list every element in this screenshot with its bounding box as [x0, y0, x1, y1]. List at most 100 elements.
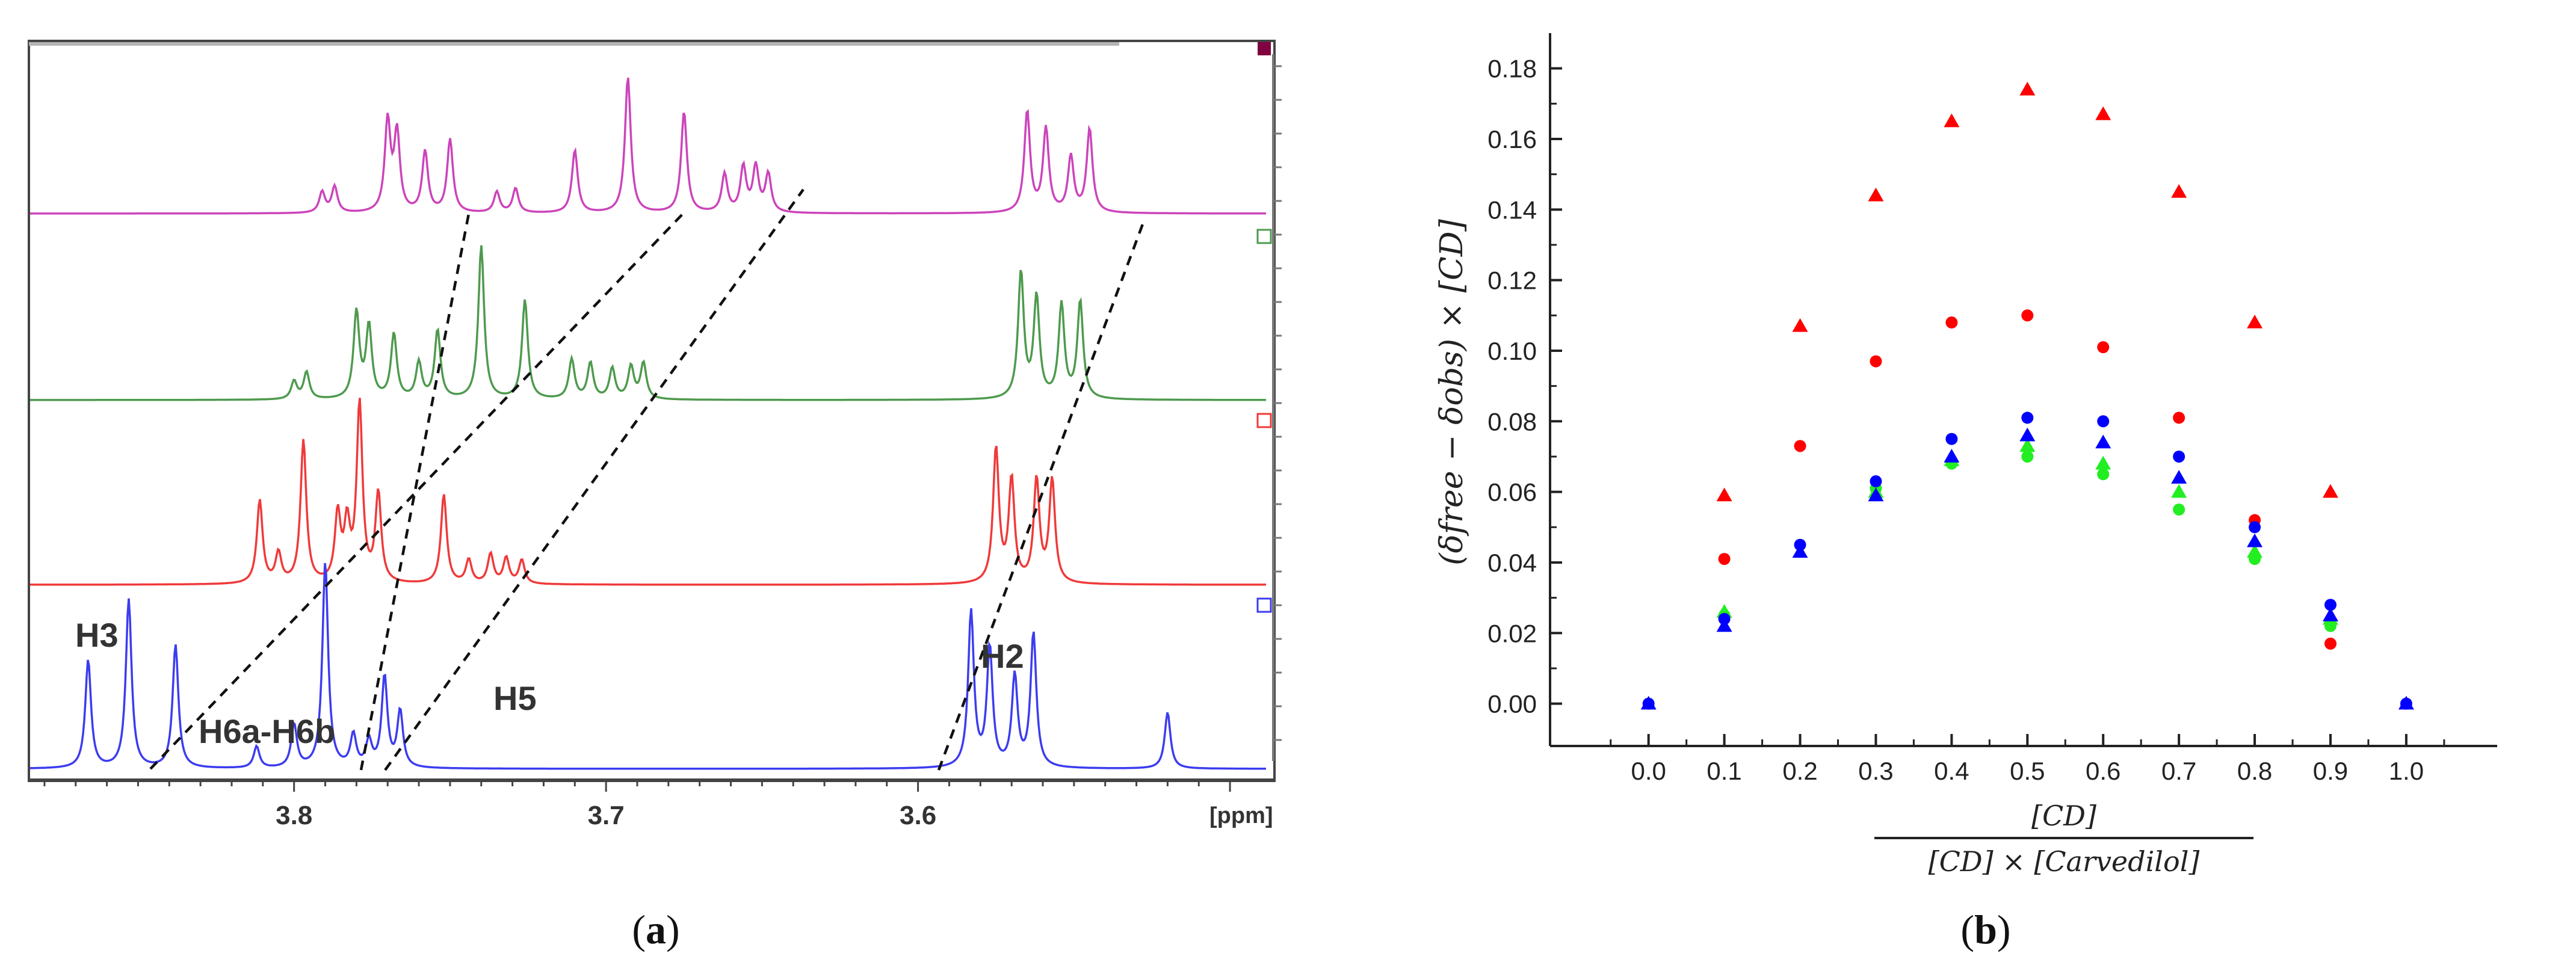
x-tick-label: 0.3 — [1858, 757, 1893, 785]
ppm-tick-label: 3.7 — [588, 801, 625, 830]
ppm-axis-label: [ppm] — [1209, 803, 1273, 828]
red-circle-point — [1870, 355, 1882, 368]
green-triangle-point — [2019, 438, 2036, 452]
x-tick-label: 0.4 — [1934, 757, 1969, 785]
spectrum-marker-2 — [1256, 229, 1272, 244]
x-axis-ticks: 0.0 0.1 0.2 0.3 0.4 0.5 0.6 0.7 0.8 0.9 1.0 — [1610, 734, 2445, 785]
x-tick-label: 0.5 — [2010, 757, 2045, 785]
red-triangle-point — [2095, 106, 2111, 120]
ppm-tick-label: 3.8 — [276, 801, 312, 830]
x-tick-label: 0.9 — [2313, 757, 2348, 785]
red-circle-point — [1718, 553, 1731, 566]
x-axis-label-denominator: [CD] × [Carvedilol] — [1929, 845, 2200, 878]
blue-circle-point — [2249, 521, 2261, 534]
green-circle-point — [2021, 450, 2034, 463]
red-circle-point — [1945, 316, 1958, 329]
annotation-h3: H3 — [75, 616, 119, 654]
panel-a-nmr-spectra: 3.8 3.7 3.6 [ppm] H3 H6a-H6b H5 H2 — [28, 40, 1282, 830]
spectrum-marker-1 — [1258, 42, 1271, 55]
y-axis-ticks: 0.00 0.02 0.04 0.06 0.08 0.10 0.12 0.14 0.16 0.18 — [1487, 55, 1562, 718]
x-tick-label: 0.0 — [1631, 757, 1666, 785]
blue-triangle-point — [1792, 544, 1808, 558]
panel-b-caption: (b) — [1960, 907, 2010, 952]
red-triangle-point — [2019, 81, 2036, 96]
red-circle-point — [2021, 309, 2034, 322]
y-tick-label: 0.08 — [1487, 407, 1537, 436]
x-tick-label: 0.2 — [1782, 757, 1817, 785]
red-circle-point — [2097, 341, 2110, 354]
red-triangle-point — [2171, 183, 2187, 198]
blue-triangle-point — [1640, 695, 1657, 710]
y-tick-label: 0.00 — [1487, 690, 1537, 718]
ppm-axis: 3.8 3.7 3.6 [ppm] — [29, 778, 1274, 830]
red-triangle-point — [1716, 487, 1732, 502]
spectrum-trace-2 — [30, 245, 1266, 401]
red-circle-point — [2324, 637, 2337, 650]
green-triangle-point — [2095, 455, 2111, 470]
y-tick-label: 0.04 — [1487, 549, 1537, 577]
panel-a-frame — [28, 40, 1276, 782]
annotation-h5: H5 — [493, 679, 537, 717]
blue-circle-point — [2097, 415, 2110, 428]
y-tick-label: 0.12 — [1487, 267, 1537, 295]
y-axis-label: (δfree − δobs) × [CD] — [1434, 219, 1470, 566]
x-tick-label: 0.8 — [2237, 757, 2272, 785]
spectrum-trace-1 — [30, 78, 1266, 215]
x-tick-label: 0.7 — [2161, 757, 2196, 785]
panel-a-right-ticks — [1273, 65, 1282, 741]
y-tick-label: 0.02 — [1487, 619, 1537, 647]
blue-triangle-point — [2019, 427, 2036, 442]
data-points — [1640, 81, 2414, 710]
blue-triangle-point — [1944, 448, 1960, 463]
green-circle-point — [2097, 468, 2110, 481]
ppm-tick-label: 3.6 — [900, 801, 936, 830]
shift-guide-1 — [149, 209, 687, 770]
blue-circle-point — [1945, 433, 1958, 445]
red-triangle-point — [2322, 484, 2338, 498]
red-triangle-point — [2247, 315, 2263, 328]
spectrum-trace-4 — [30, 563, 1266, 770]
spectrum-marker-3 — [1256, 413, 1272, 428]
blue-triangle-point — [1868, 487, 1884, 502]
y-tick-label: 0.16 — [1487, 125, 1537, 153]
panel-b-scatter: 0.00 0.02 0.04 0.06 0.08 0.10 0.12 0.14 0.16 0.18… — [1434, 33, 2497, 878]
red-circle-point — [2173, 411, 2185, 424]
red-triangle-point — [1792, 318, 1808, 332]
spectrum-legend-markers — [1256, 42, 1272, 613]
peak-shift-guides — [149, 188, 1145, 771]
x-tick-label: 1.0 — [2389, 757, 2424, 785]
y-tick-label: 0.14 — [1487, 196, 1537, 224]
red-triangle-point — [1868, 187, 1884, 202]
blue-triangle-point — [1716, 618, 1732, 632]
green-circle-point — [2173, 503, 2185, 516]
blue-circle-point — [2021, 411, 2034, 424]
green-circle-point — [2324, 620, 2337, 632]
blue-triangle-point — [2171, 470, 2187, 484]
y-tick-label: 0.18 — [1487, 55, 1537, 83]
x-tick-label: 0.1 — [1707, 757, 1741, 785]
shift-guide-4 — [937, 222, 1145, 771]
blue-triangle-point — [2322, 607, 2338, 621]
blue-circle-point — [1870, 475, 1882, 488]
blue-triangle-point — [2398, 695, 2414, 710]
spectrum-marker-4 — [1256, 597, 1272, 613]
x-tick-label: 0.6 — [2086, 757, 2120, 785]
panel-a-caption: (a) — [632, 907, 679, 952]
blue-circle-point — [2173, 450, 2185, 463]
blue-triangle-point — [2247, 533, 2263, 547]
x-axis-label-numerator: [CD] — [2031, 800, 2096, 832]
green-triangle-point — [2171, 484, 2187, 498]
y-tick-label: 0.06 — [1487, 478, 1537, 507]
shift-guide-3 — [384, 188, 805, 771]
red-triangle-point — [1944, 113, 1960, 128]
blue-circle-point — [2324, 599, 2337, 611]
y-tick-label: 0.10 — [1487, 337, 1537, 365]
blue-triangle-point — [2095, 434, 2111, 449]
red-circle-point — [1794, 440, 1806, 452]
green-circle-point — [2249, 553, 2261, 566]
green-triangle-point — [2247, 544, 2263, 558]
shift-guide-2 — [359, 210, 471, 771]
spectrum-traces — [30, 78, 1266, 770]
annotation-h6a-h6b: H6a-H6b — [199, 712, 335, 750]
